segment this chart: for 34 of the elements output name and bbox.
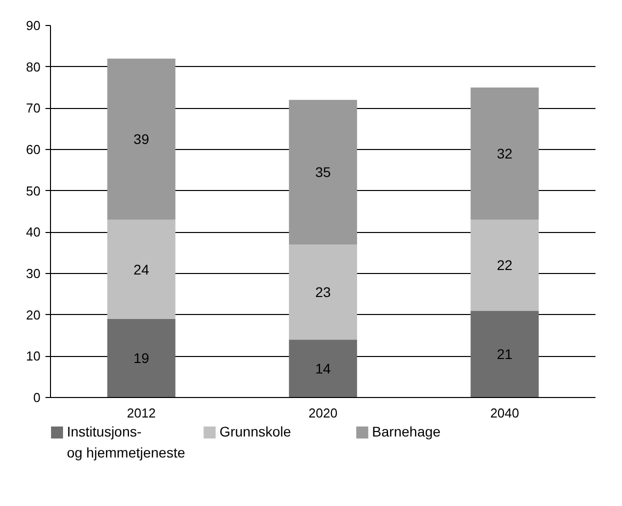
y-tick-label: 40 (26, 224, 41, 240)
data-label: 14 (315, 360, 331, 377)
data-label: 19 (134, 350, 150, 366)
bar (288, 340, 358, 398)
bar (470, 310, 539, 398)
y-tick-label: 20 (26, 307, 41, 322)
bar (107, 58, 176, 220)
bar (470, 220, 539, 311)
y-tick-label: 90 (26, 18, 41, 33)
legend-label: Institusjons- og hjemmetjeneste (66, 424, 186, 460)
bar (107, 220, 176, 319)
bar (107, 318, 176, 398)
x-tick-label: 2020 (308, 406, 338, 420)
y-tick-label: 60 (26, 142, 41, 157)
data-label: 23 (315, 284, 331, 300)
bar (470, 88, 539, 220)
y-tick-label: 10 (26, 348, 41, 364)
data-label: 35 (315, 164, 331, 180)
data-label: 32 (496, 146, 513, 162)
legend-label: Grunnskole (219, 424, 292, 440)
bar (288, 244, 358, 340)
data-label: 21 (496, 346, 513, 362)
data-label: 39 (134, 131, 150, 148)
legend-label: Barnehage (372, 424, 441, 440)
y-tick-label: 0 (33, 390, 41, 405)
data-label: 22 (496, 257, 513, 274)
x-tick-label: 2040 (490, 406, 520, 420)
y-tick-label: 70 (26, 100, 41, 116)
y-tick-label: 30 (26, 266, 41, 281)
y-tick-label: 50 (26, 183, 41, 198)
y-tick-label: 80 (26, 59, 41, 74)
bar (288, 100, 358, 245)
data-label: 24 (134, 261, 150, 278)
x-tick-label: 2012 (126, 406, 156, 420)
